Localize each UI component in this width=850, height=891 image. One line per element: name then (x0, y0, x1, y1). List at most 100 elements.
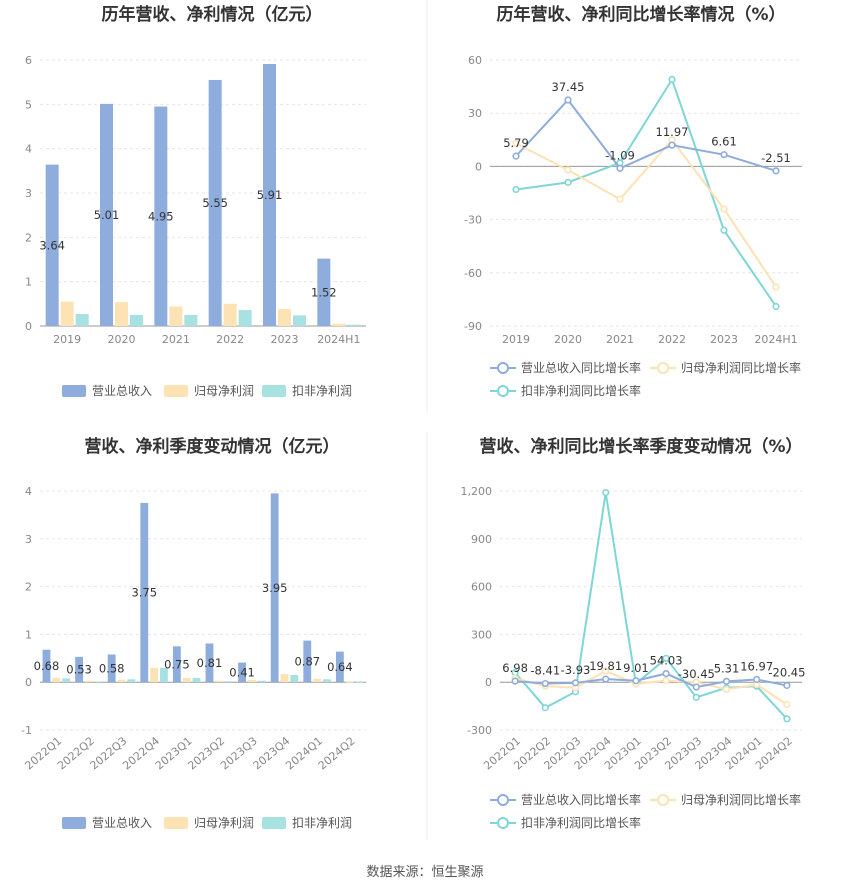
data-point (662, 669, 670, 678)
legend-label: 归母净利润同比增长率 (681, 360, 801, 375)
y-tick-label: 30 (468, 107, 482, 120)
bar-deducted-profit (127, 679, 136, 683)
y-tick-label: 0 (25, 676, 32, 689)
data-label: 0.58 (99, 661, 125, 675)
legend-swatch (262, 817, 286, 829)
bar-deducted-profit (62, 678, 71, 683)
y-tick-label: -300 (467, 724, 492, 737)
bar-revenue (154, 106, 168, 326)
bar-net-profit (223, 303, 237, 326)
bar-revenue (42, 649, 51, 683)
x-tick-label: 2024H1 (754, 333, 797, 346)
bar-net-profit (280, 674, 289, 683)
y-tick-label: 1,200 (461, 485, 493, 498)
bar-deducted-profit (75, 314, 89, 326)
y-tick-label: -30 (464, 214, 482, 227)
legend-swatch (164, 385, 188, 397)
bar-net-profit (332, 323, 346, 326)
y-tick-label: 1 (25, 276, 32, 289)
data-label: 0.53 (66, 663, 92, 677)
data-label: -30.45 (678, 667, 715, 681)
data-label: -1.09 (605, 148, 635, 162)
x-tick-label: 2024H1 (317, 333, 360, 346)
legend-marker (497, 794, 509, 806)
data-label: 5.79 (503, 136, 529, 150)
bar-deducted-profit (94, 682, 103, 684)
series-line-net-profit (514, 669, 788, 706)
bar-net-profit (247, 679, 256, 683)
data-point (564, 178, 572, 186)
y-tick-label: 2 (25, 581, 32, 594)
y-tick-label: 6 (25, 54, 32, 67)
data-point (602, 488, 610, 497)
y-tick-label: -60 (464, 267, 482, 280)
bar-net-profit (313, 678, 322, 683)
legend-label: 扣非净利润 (292, 816, 352, 830)
y-tick-label: 300 (471, 628, 492, 641)
data-label: 1.52 (311, 285, 337, 299)
data-label: -2.51 (761, 151, 791, 165)
data-label: 4.95 (148, 209, 174, 223)
legend-label: 扣非净利润同比增长率 (521, 383, 641, 398)
legend-label: 归母净利润 (194, 816, 254, 830)
bar-deducted-profit (290, 675, 299, 683)
data-label: 5.55 (202, 196, 228, 210)
y-tick-label: -1 (21, 724, 32, 737)
bar-revenue (303, 640, 312, 683)
bar-revenue (107, 654, 116, 683)
bar-net-profit (150, 667, 159, 683)
data-point (602, 667, 610, 675)
chart-title: 历年营收、净利情况（亿元） (102, 4, 323, 25)
y-tick-label: -90 (464, 320, 482, 333)
data-label: 5.01 (94, 208, 120, 222)
bar-revenue (140, 502, 149, 683)
x-tick-label: 2023 (710, 333, 738, 346)
x-tick-label: 2019 (53, 333, 81, 346)
bar-deducted-profit (323, 679, 331, 683)
data-label: 3.95 (262, 581, 288, 595)
data-label: 6.61 (711, 135, 737, 149)
y-tick-label: 1 (25, 628, 32, 641)
bar-deducted-profit (347, 324, 361, 326)
data-point (541, 679, 549, 688)
data-source-note: 数据来源：恒生聚源 (366, 865, 483, 880)
bar-revenue (263, 63, 276, 327)
data-point (692, 693, 700, 701)
legend-label: 归母净利润同比增长率 (681, 792, 801, 807)
bar-revenue (238, 662, 246, 683)
data-point (692, 683, 700, 691)
data-point (512, 152, 520, 160)
bar-deducted-profit (293, 315, 306, 326)
data-label: 0.41 (229, 665, 255, 679)
bar-net-profit (345, 681, 354, 683)
legend-swatch (164, 817, 188, 829)
data-point (512, 139, 520, 147)
data-point (720, 226, 728, 234)
data-label: 0.68 (34, 659, 60, 673)
bar-revenue (100, 103, 113, 326)
data-point (722, 685, 731, 693)
bar-net-profit (215, 680, 224, 683)
data-point (783, 700, 791, 709)
bar-revenue (172, 646, 181, 683)
data-label: 37.45 (552, 80, 585, 94)
data-point (783, 681, 791, 690)
bar-deducted-profit (130, 314, 143, 326)
bar-deducted-profit (225, 681, 234, 683)
data-label: 16.97 (740, 659, 773, 673)
data-point (632, 677, 640, 685)
quarterly-revenue-profit-chart: 营收、净利季度变动情况（亿元） -1012342022Q12022Q22022Q… (21, 436, 366, 830)
series-line-revenue (515, 98, 777, 172)
legend-marker (497, 362, 509, 374)
data-point (602, 675, 610, 683)
chart-title: 营收、净利季度变动情况（亿元） (85, 436, 340, 457)
data-point (668, 75, 676, 84)
y-tick-label: 3 (25, 533, 32, 546)
legend-label: 营业总收入 (92, 816, 152, 830)
bar-revenue (205, 643, 214, 683)
bar-net-profit (169, 306, 183, 326)
data-label: 19.81 (589, 659, 622, 673)
x-tick-label: 2019 (502, 333, 530, 346)
y-tick-label: 600 (471, 581, 492, 594)
data-point (720, 205, 728, 213)
